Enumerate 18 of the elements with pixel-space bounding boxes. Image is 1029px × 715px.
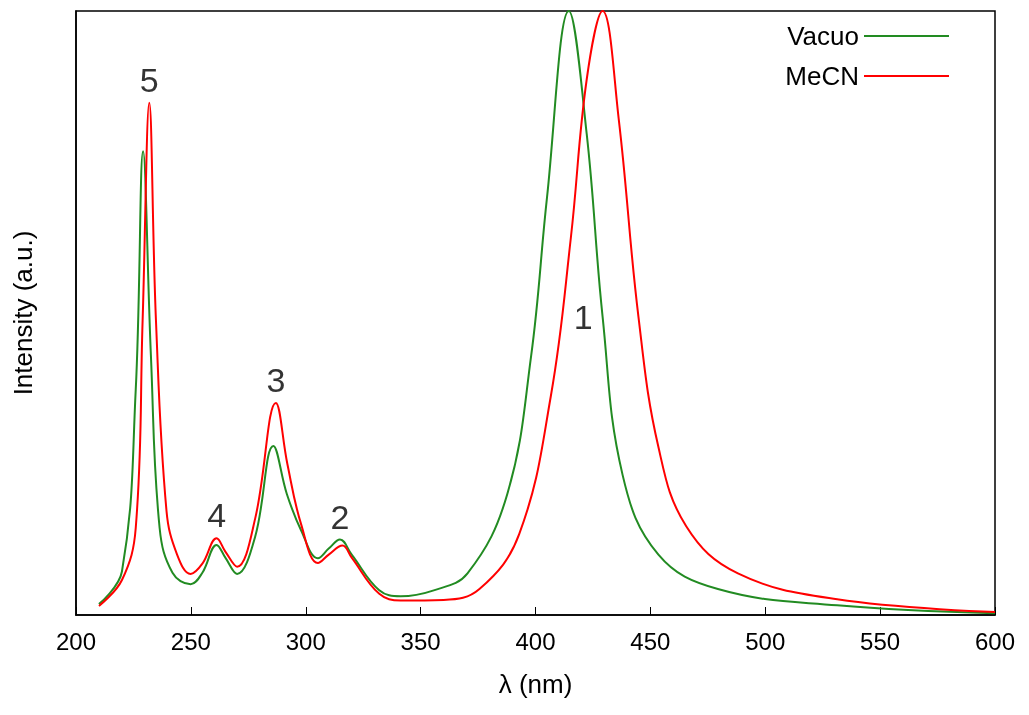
annotation: 2 xyxy=(330,497,350,536)
legend-label: Vacuo xyxy=(787,21,859,51)
x-tick-label: 500 xyxy=(745,627,786,655)
legend-label: MeCN xyxy=(785,61,859,91)
annotation: 3 xyxy=(266,361,286,399)
x-tick-label: 550 xyxy=(860,627,901,655)
x-tick-label: 350 xyxy=(400,627,441,655)
x-tick-label: 300 xyxy=(285,627,326,655)
y-axis-title: Intensity (a.u.) xyxy=(8,230,38,396)
x-tick-label: 450 xyxy=(630,627,671,655)
x-axis-title: λ (nm) xyxy=(498,669,573,699)
x-tick-label: 400 xyxy=(515,627,556,655)
annotation: 4 xyxy=(207,496,227,535)
annotation: 1 xyxy=(573,297,593,336)
x-tick-label: 200 xyxy=(55,627,97,655)
annotation: 5 xyxy=(139,60,159,99)
x-tick-label: 600 xyxy=(974,627,1016,655)
x-tick-label: 250 xyxy=(170,627,211,655)
